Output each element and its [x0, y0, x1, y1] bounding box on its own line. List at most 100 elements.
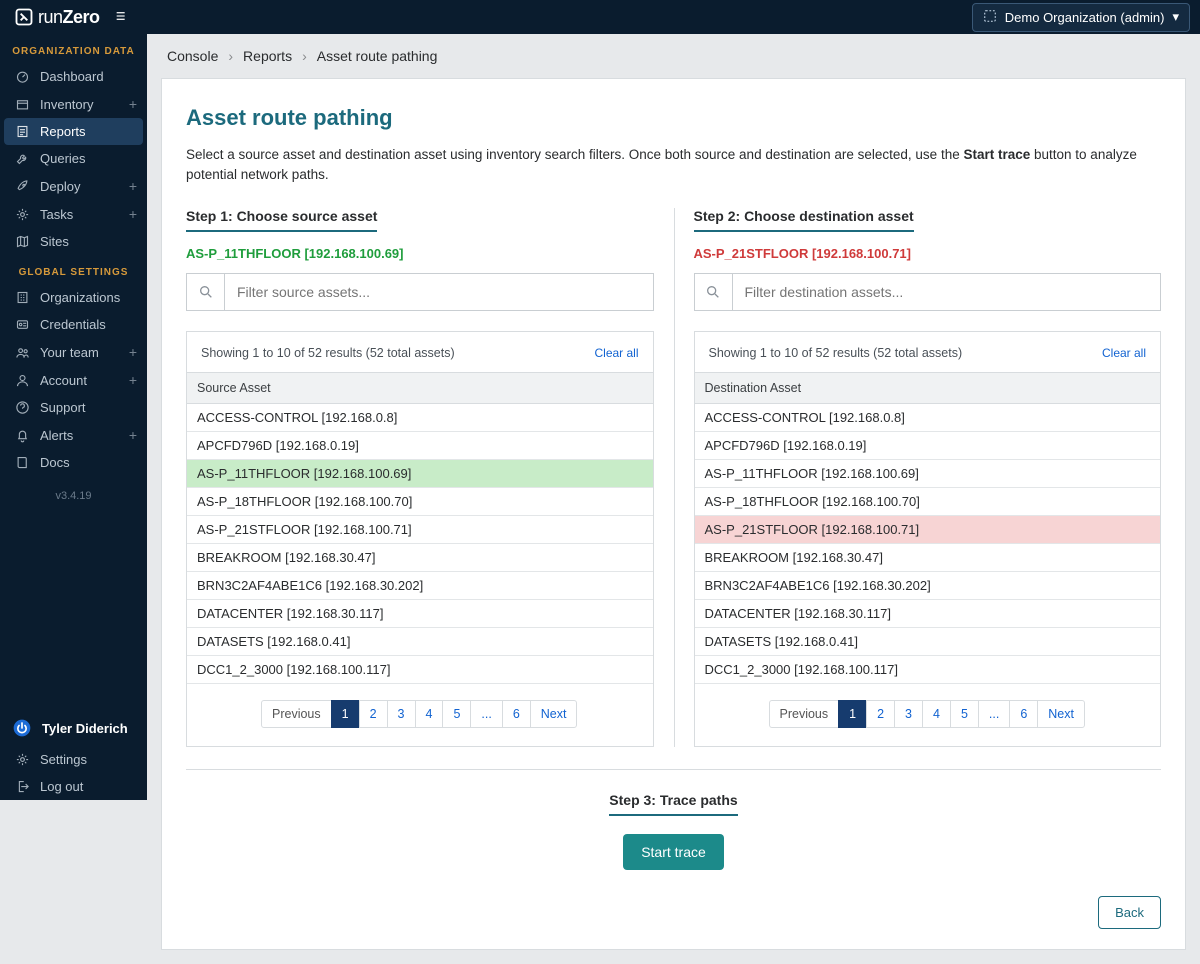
asset-row[interactable]: APCFD796D [192.168.0.19] [187, 432, 653, 460]
source-clear-all[interactable]: Clear all [594, 346, 638, 360]
asset-row[interactable]: AS-P_21STFLOOR [192.168.100.71] [695, 516, 1161, 544]
asset-row[interactable]: APCFD796D [192.168.0.19] [695, 432, 1161, 460]
destination-panel: Showing 1 to 10 of 52 results (52 total … [694, 331, 1162, 747]
brand-logo[interactable]: runZero [14, 7, 100, 28]
topbar: runZero Demo Organization (admin) ▾ [0, 0, 1200, 34]
asset-row[interactable]: DATACENTER [192.168.30.117] [187, 600, 653, 628]
breadcrumb-console[interactable]: Console [167, 48, 218, 64]
sidebar-item-queries[interactable]: Queries [0, 145, 147, 172]
asset-row[interactable]: DATASETS [192.168.0.41] [187, 628, 653, 656]
pager-next[interactable]: Next [1037, 700, 1085, 728]
sidebar-item-dashboard[interactable]: Dashboard [0, 63, 147, 90]
asset-row[interactable]: BRN3C2AF4ABE1C6 [192.168.30.202] [187, 572, 653, 600]
pager-page-1[interactable]: 1 [331, 700, 360, 728]
step3-title: Step 3: Trace paths [609, 792, 737, 816]
pager-page-2[interactable]: 2 [359, 700, 388, 728]
pager-page-2[interactable]: 2 [866, 700, 895, 728]
pager-page-4[interactable]: 4 [415, 700, 444, 728]
power-icon [12, 718, 32, 738]
content-card: Asset route pathing Select a source asse… [161, 78, 1186, 950]
page-title: Asset route pathing [186, 105, 1161, 131]
sidebar-item-docs[interactable]: Docs [0, 449, 147, 476]
sidebar-item-label: Alerts [40, 428, 73, 443]
sidebar: ORGANIZATION DATA DashboardInventory+Rep… [0, 34, 147, 800]
sidebar-item-tasks[interactable]: Tasks + [0, 200, 147, 228]
plus-icon[interactable]: + [129, 206, 137, 222]
step3-section: Step 3: Trace paths Start trace [186, 769, 1161, 870]
destination-selected-asset: AS-P_21STFLOOR [192.168.100.71] [694, 246, 1162, 261]
pager-previous[interactable]: Previous [261, 700, 332, 728]
sidebar-item-deploy[interactable]: Deploy + [0, 172, 147, 200]
pager-page-6[interactable]: 6 [1009, 700, 1038, 728]
org-name: Demo Organization (admin) [1005, 10, 1165, 25]
sidebar-item-settings[interactable]: Settings [0, 746, 147, 773]
asset-row[interactable]: DCC1_2_3000 [192.168.100.117] [695, 656, 1161, 684]
destination-filter [694, 273, 1162, 311]
cog-icon [14, 752, 30, 767]
asset-row[interactable]: DCC1_2_3000 [192.168.100.117] [187, 656, 653, 684]
pager-page-3[interactable]: 3 [387, 700, 416, 728]
asset-row[interactable]: AS-P_11THFLOOR [192.168.100.69] [695, 460, 1161, 488]
sidebar-section-global: GLOBAL SETTINGS [0, 255, 147, 284]
breadcrumb-separator-icon: › [302, 48, 307, 64]
logout-icon [14, 779, 30, 794]
sidebar-item-your-team[interactable]: Your team + [0, 338, 147, 366]
pager-page-3[interactable]: 3 [894, 700, 923, 728]
sidebar-item-sites[interactable]: Sites [0, 228, 147, 255]
plus-icon[interactable]: + [129, 344, 137, 360]
sidebar-item-label: Your team [40, 345, 99, 360]
plus-icon[interactable]: + [129, 372, 137, 388]
badge-icon [14, 317, 30, 332]
box-icon [14, 97, 30, 112]
source-filter-input[interactable] [225, 274, 653, 310]
asset-row[interactable]: DATASETS [192.168.0.41] [695, 628, 1161, 656]
sidebar-item-alerts[interactable]: Alerts + [0, 421, 147, 449]
sidebar-item-label: Tasks [40, 207, 73, 222]
asset-row[interactable]: ACCESS-CONTROL [192.168.0.8] [187, 404, 653, 432]
pager-previous[interactable]: Previous [769, 700, 840, 728]
sidebar-item-log-out[interactable]: Log out [0, 773, 147, 800]
sidebar-item-reports[interactable]: Reports [4, 118, 143, 145]
breadcrumb-reports[interactable]: Reports [243, 48, 292, 64]
destination-clear-all[interactable]: Clear all [1102, 346, 1146, 360]
asset-row[interactable]: BREAKROOM [192.168.30.47] [187, 544, 653, 572]
pager-page-6[interactable]: 6 [502, 700, 531, 728]
asset-row[interactable]: BRN3C2AF4ABE1C6 [192.168.30.202] [695, 572, 1161, 600]
sidebar-item-label: Deploy [40, 179, 80, 194]
asset-row[interactable]: AS-P_18THFLOOR [192.168.100.70] [695, 488, 1161, 516]
wrench-icon [14, 151, 30, 166]
building-icon [14, 290, 30, 305]
asset-row[interactable]: ACCESS-CONTROL [192.168.0.8] [695, 404, 1161, 432]
asset-row[interactable]: AS-P_18THFLOOR [192.168.100.70] [187, 488, 653, 516]
org-picker[interactable]: Demo Organization (admin) ▾ [972, 3, 1190, 32]
rocket-icon [14, 179, 30, 194]
help-icon [14, 400, 30, 415]
sidebar-item-inventory[interactable]: Inventory+ [0, 90, 147, 118]
sidebar-item-credentials[interactable]: Credentials [0, 311, 147, 338]
report-icon [14, 124, 30, 139]
sidebar-user[interactable]: Tyler Diderich [0, 710, 147, 746]
asset-row[interactable]: AS-P_11THFLOOR [192.168.100.69] [187, 460, 653, 488]
asset-row[interactable]: BREAKROOM [192.168.30.47] [695, 544, 1161, 572]
pager-next[interactable]: Next [530, 700, 578, 728]
sidebar-item-account[interactable]: Account+ [0, 366, 147, 394]
asset-row[interactable]: DATACENTER [192.168.30.117] [695, 600, 1161, 628]
sidebar-item-organizations[interactable]: Organizations [0, 284, 147, 311]
person-icon [14, 373, 30, 388]
pager-page-5[interactable]: 5 [950, 700, 979, 728]
destination-column-header: Destination Asset [695, 372, 1161, 404]
source-selected-asset: AS-P_11THFLOOR [192.168.100.69] [186, 246, 654, 261]
back-button[interactable]: Back [1098, 896, 1161, 929]
pager-page-1[interactable]: 1 [838, 700, 867, 728]
asset-row[interactable]: AS-P_21STFLOOR [192.168.100.71] [187, 516, 653, 544]
pager-page-5[interactable]: 5 [442, 700, 471, 728]
sidebar-item-label: Support [40, 400, 86, 415]
sidebar-toggle-icon[interactable] [114, 8, 130, 27]
plus-icon[interactable]: + [129, 427, 137, 443]
plus-icon[interactable]: + [129, 96, 137, 112]
pager-page-4[interactable]: 4 [922, 700, 951, 728]
start-trace-button[interactable]: Start trace [623, 834, 724, 870]
sidebar-item-support[interactable]: Support [0, 394, 147, 421]
destination-filter-input[interactable] [733, 274, 1161, 310]
plus-icon[interactable]: + [129, 178, 137, 194]
